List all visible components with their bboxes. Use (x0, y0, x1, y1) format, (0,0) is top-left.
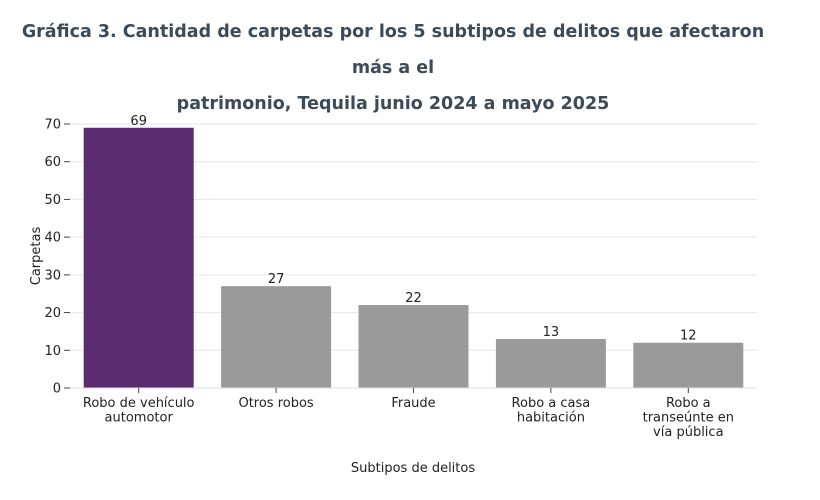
chart-title: Gráfica 3. Cantidad de carpetas por los … (0, 14, 786, 122)
data-label: 69 (130, 114, 147, 129)
x-tick-label-line: Robo a casa (512, 396, 591, 411)
y-tick-label: 30 (44, 268, 61, 283)
bar (633, 342, 744, 388)
axes: 0 10 20 30 40 50 60 70 Robo de vehículo automotor… (44, 118, 757, 440)
data-label: 12 (680, 329, 697, 344)
data-label: 27 (268, 272, 285, 287)
bar (495, 338, 606, 388)
x-tick-label-line: Otros robos (238, 396, 313, 411)
x-tick-label: Robo de vehículo automotor (83, 396, 195, 426)
data-label: 13 (543, 325, 560, 340)
x-axis-label: Subtipos de delitos (351, 461, 475, 476)
y-tick-label: 60 (44, 155, 61, 170)
x-tick-label-line: transeúnte en (643, 411, 734, 426)
x-tick-label-line: automotor (105, 411, 174, 426)
x-tick-label: Robo a transeúnte en vía pública (643, 396, 734, 440)
y-axis-label: Carpetas (29, 227, 44, 286)
x-tick-label: Robo a casa habitación (512, 396, 591, 426)
chart-title-line-2: patrimonio, Tequila junio 2024 a mayo 20… (176, 94, 610, 114)
y-tick-label: 50 (44, 193, 61, 208)
x-tick-label-line: Robo de vehículo (83, 396, 195, 411)
bar (358, 305, 469, 388)
y-tick-label: 70 (44, 118, 61, 133)
x-tick-label-line: vía pública (653, 425, 723, 440)
x-tick-label: Otros robos (238, 396, 313, 411)
y-tick-label: 0 (53, 382, 61, 397)
y-tick-label: 20 (44, 306, 61, 321)
x-tick-label-line: Fraude (391, 396, 435, 411)
bars: 69 27 22 13 12 (83, 114, 744, 389)
x-tick-label-line: Robo a (666, 396, 711, 411)
x-tick-label-line: habitación (517, 411, 585, 426)
x-tick-label: Fraude (391, 396, 435, 411)
y-tick-label: 40 (44, 231, 61, 246)
y-tick-label: 10 (44, 344, 61, 359)
data-label: 22 (405, 291, 422, 306)
chart-title-line-1: Gráfica 3. Cantidad de carpetas por los … (21, 22, 765, 78)
bar (221, 286, 332, 388)
bar (83, 127, 194, 389)
